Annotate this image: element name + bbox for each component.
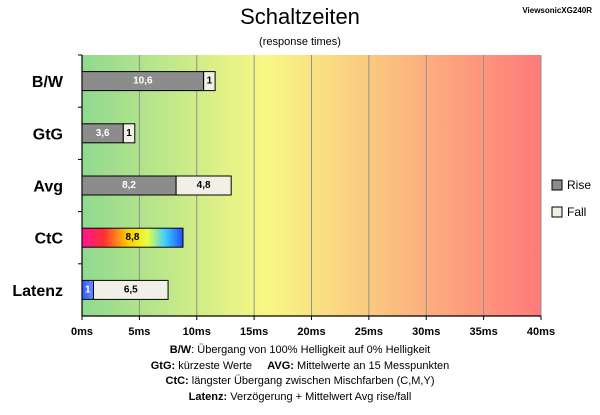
x-tick-label: 40ms bbox=[527, 326, 555, 338]
x-tick-label: 5ms bbox=[128, 326, 150, 338]
data-label: 3,6 bbox=[96, 128, 110, 139]
x-tick-label: 20ms bbox=[297, 326, 325, 338]
x-tick-label: 30ms bbox=[412, 326, 440, 338]
x-tick-label: 15ms bbox=[240, 326, 268, 338]
bar-fall bbox=[203, 71, 216, 92]
bar-fall bbox=[175, 175, 232, 196]
x-tick-label: 10ms bbox=[183, 326, 211, 338]
data-label: 1 bbox=[85, 284, 91, 295]
data-label: 8,8 bbox=[126, 232, 140, 243]
data-label: 1 bbox=[126, 128, 132, 139]
note-line-latenz: Latenz: Verzögerung + Mittelwert Avg ris… bbox=[188, 390, 412, 403]
notes-block: B/W: Übergang von 100% Helligkeit auf 0%… bbox=[0, 343, 600, 405]
x-tick-label: 25ms bbox=[355, 326, 383, 338]
note-line-gtg-avg: GtG: kürzeste Werte AVG: Mittelwerte an … bbox=[150, 359, 450, 372]
note-line-bw: B/W: Übergang von 100% Helligkeit auf 0%… bbox=[169, 344, 431, 356]
x-tick-label: 35ms bbox=[470, 326, 498, 338]
bar-chart: 0ms 5ms 10ms 15ms 20ms 25ms 30ms 35ms 40ms B/W 10,… bbox=[12, 54, 591, 338]
legend-label: Rise bbox=[567, 178, 591, 192]
note-line-ctc: CtC: längster Übergang zwischen Mischfar… bbox=[165, 375, 435, 387]
chart-subtitle: (response times) bbox=[259, 36, 341, 48]
y-category-label: Avg bbox=[33, 179, 63, 196]
y-category-label: GtG bbox=[33, 126, 63, 143]
brand-label: ViewsonicXG240R bbox=[522, 6, 592, 15]
data-label: 8,2 bbox=[122, 180, 136, 191]
legend-swatch bbox=[551, 179, 563, 191]
bar-fall bbox=[122, 123, 136, 144]
y-category-label: CtC bbox=[35, 231, 64, 248]
y-category-label: B/W bbox=[32, 74, 64, 91]
legend-label: Fall bbox=[567, 205, 586, 219]
data-label: 1 bbox=[207, 76, 213, 87]
bar-fall bbox=[92, 279, 169, 300]
data-label: 4,8 bbox=[197, 180, 211, 191]
chart-title: Schaltzeiten bbox=[240, 4, 360, 29]
x-tick-label: 0ms bbox=[71, 326, 93, 338]
data-label: 10,6 bbox=[133, 76, 153, 87]
data-label: 6,5 bbox=[124, 284, 138, 295]
y-category-label: Latenz bbox=[12, 283, 63, 300]
legend-swatch bbox=[551, 206, 563, 218]
bar-ctc bbox=[81, 227, 184, 248]
